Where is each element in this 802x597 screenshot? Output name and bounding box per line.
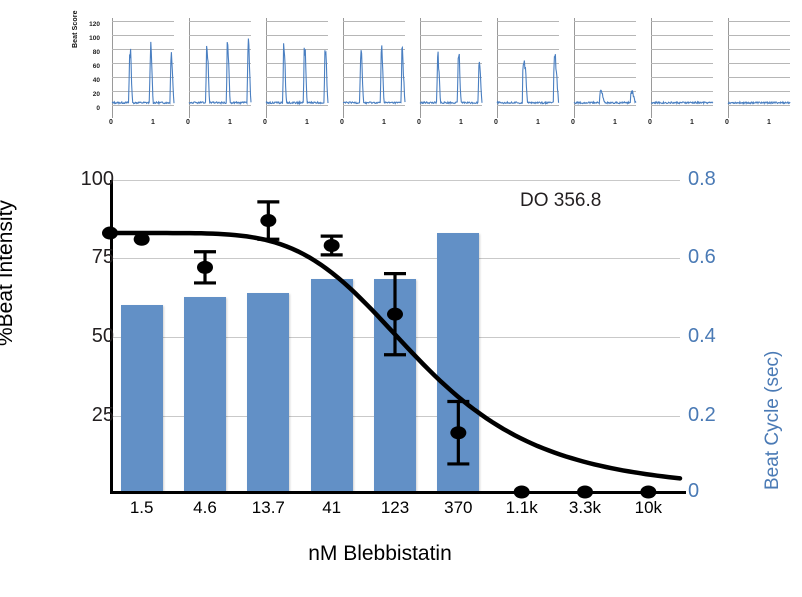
- thumbnail-x-tick-0: 0: [494, 119, 498, 126]
- right-ytick-0-6: 0.6: [688, 246, 740, 269]
- thumbnail-trace: [728, 18, 790, 118]
- dose-response-chart: 100 75 50 25 0.8 0.6 0.4 0.2 0 %Beat Int…: [0, 150, 802, 597]
- beat-trace-path: [189, 39, 251, 104]
- thumbnail-trace: [651, 18, 713, 118]
- left-ytick-25: 25: [44, 404, 114, 427]
- left-ytick-75: 75: [44, 246, 114, 269]
- data-point-1-5: [134, 233, 150, 246]
- beat-trace-path: [420, 52, 482, 104]
- thumbnail-x-tick-0: 0: [340, 119, 344, 126]
- right-ytick-0-2: 0.2: [688, 404, 740, 427]
- thumbnail-trace-1-5: 01: [106, 18, 174, 118]
- beat-trace-path: [112, 42, 174, 104]
- thumbnail-x-tick-1: 1: [613, 119, 617, 126]
- thumbnail-x-tick-1: 1: [151, 119, 155, 126]
- thumb-ytick-20: 20: [78, 91, 100, 98]
- left-ytick-50: 50: [44, 325, 114, 348]
- thumbnail-x-tick-0: 0: [571, 119, 575, 126]
- thumb-ytick-80: 80: [78, 49, 100, 56]
- thumbnail-trace-370: 01: [491, 18, 559, 118]
- data-points-layer: [102, 214, 656, 498]
- thumbnail-trace-13-7: 01: [260, 18, 328, 118]
- thumbnail-x-tick-1: 1: [536, 119, 540, 126]
- data-point-370: [450, 426, 466, 439]
- thumbnail-x-tick-0: 0: [186, 119, 190, 126]
- thumbnail-x-tick-1: 1: [382, 119, 386, 126]
- right-ytick-0-8: 0.8: [688, 168, 740, 191]
- x-tick-10k: 10k: [608, 498, 688, 518]
- thumbnail-trace-4-6: 01: [183, 18, 251, 118]
- thumbnail-trace: [420, 18, 482, 118]
- thumb-ytick-60: 60: [78, 63, 100, 70]
- beat-trace-path: [343, 45, 405, 103]
- beat-trace-path: [651, 102, 713, 104]
- data-point-1-1k: [514, 486, 530, 499]
- thumbnail-trace: [497, 18, 559, 118]
- thumbnail-trace-10k: 01: [722, 18, 790, 118]
- thumbnail-trace-41: 01: [337, 18, 405, 118]
- thumbnail-x-tick-1: 1: [767, 119, 771, 126]
- right-ytick-0: 0: [688, 480, 740, 503]
- thumbnail-x-tick-0: 0: [648, 119, 652, 126]
- right-ytick-0-4: 0.4: [688, 325, 740, 348]
- beat-trace-path: [574, 90, 636, 103]
- beat-intensity-curve-svg: [110, 180, 686, 495]
- thumbnail-x-tick-0: 0: [725, 119, 729, 126]
- thumbnail-trace-3-3k: 01: [645, 18, 713, 118]
- data-point-3-3k: [577, 486, 593, 499]
- thumb-ytick-0: 0: [78, 105, 100, 112]
- x-axis-title: nM Blebbistatin: [0, 542, 760, 566]
- data-point-control: [102, 227, 118, 240]
- beat-trace-path: [728, 102, 790, 104]
- beat-trace-path: [266, 43, 328, 103]
- thumb-ytick-120: 120: [78, 21, 100, 28]
- thumbnail-x-tick-0: 0: [417, 119, 421, 126]
- thumbnail-trace: [266, 18, 328, 118]
- data-point-10k: [640, 486, 656, 499]
- beat-score-thumbnail-strip: Beat Score 120 100 80 60 40 20 0 0101010…: [0, 0, 802, 150]
- left-ytick-100: 100: [44, 168, 114, 191]
- thumb-ytick-40: 40: [78, 77, 100, 84]
- thumbnail-x-tick-1: 1: [459, 119, 463, 126]
- beat-trace-path: [497, 54, 559, 103]
- thumbnail-trace-1-1k: 01: [568, 18, 636, 118]
- thumbnail-trace: [343, 18, 405, 118]
- thumbnail-x-tick-0: 0: [109, 119, 113, 126]
- y-axis-left-title: %Beat Intensity: [0, 200, 18, 346]
- thumbnail-y-axis-label: Beat Score: [72, 10, 79, 48]
- data-point-13-7: [260, 214, 276, 227]
- thumb-ytick-100: 100: [78, 35, 100, 42]
- data-point-41: [324, 239, 340, 252]
- thumbnail-x-tick-1: 1: [228, 119, 232, 126]
- thumbnail-trace: [574, 18, 636, 118]
- thumbnail-x-tick-1: 1: [690, 119, 694, 126]
- data-point-123: [387, 308, 403, 321]
- data-point-4-6: [197, 261, 213, 274]
- figure-root: Beat Score 120 100 80 60 40 20 0 0101010…: [0, 0, 802, 597]
- y-axis-right-title: Beat Cycle (sec): [762, 351, 784, 490]
- thumbnail-x-tick-1: 1: [305, 119, 309, 126]
- thumbnail-trace-123: 01: [414, 18, 482, 118]
- thumbnail-trace: [189, 18, 251, 118]
- thumbnail-x-tick-0: 0: [263, 119, 267, 126]
- thumbnail-trace: [112, 18, 174, 118]
